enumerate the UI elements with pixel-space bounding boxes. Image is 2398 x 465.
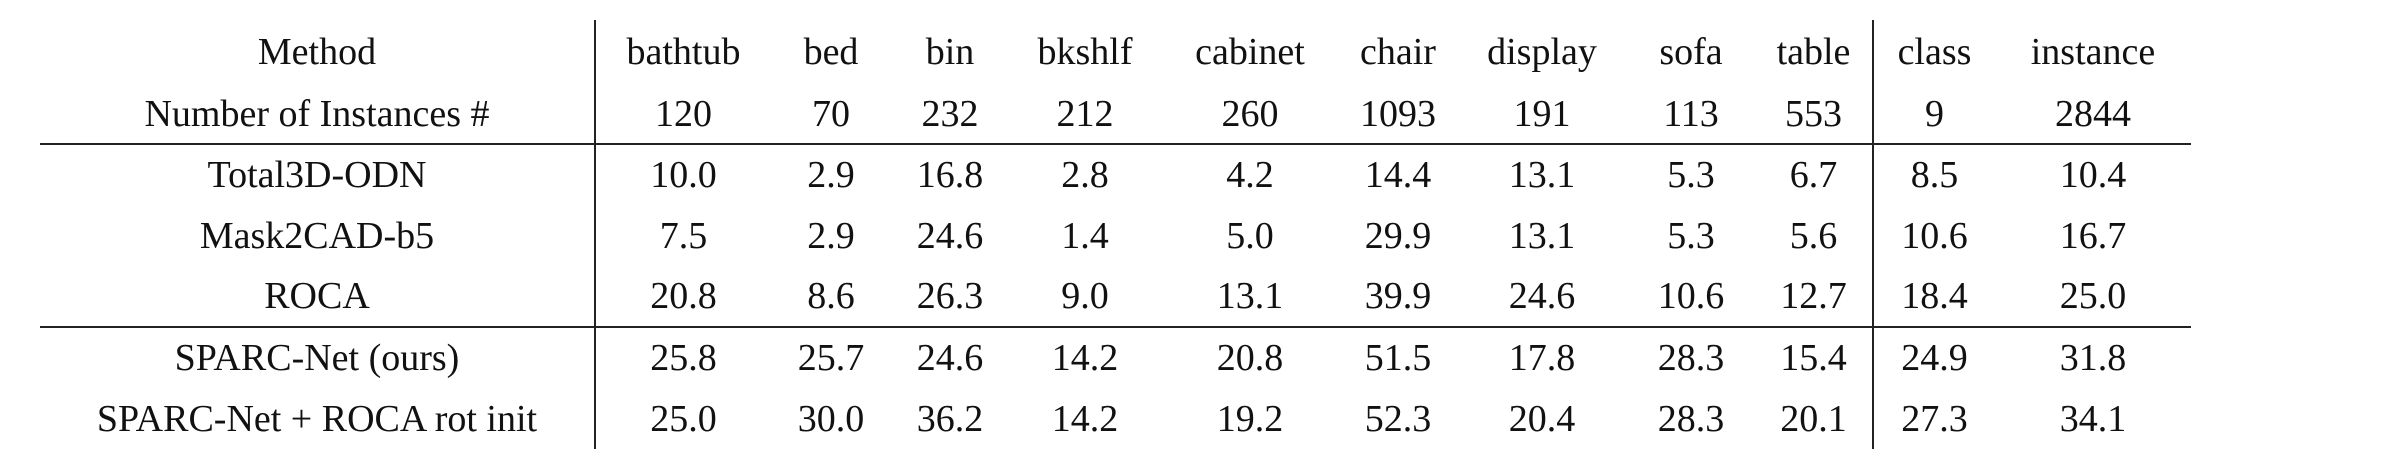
value-cell: 12.7 [1780,275,1847,317]
value-cell: 15.4 [1755,326,1873,388]
value-cell: 4.2 [1161,143,1339,205]
value-cell: 39.9 [1364,275,1432,317]
value-cell: 8.6 [807,275,855,317]
value-cell: 29.9 [1364,214,1432,257]
header-bin: bin [925,31,975,73]
value-cell: 13.1 [1457,143,1627,205]
header-bed: bed [803,31,859,73]
count-cell: 120 [655,92,712,135]
value-cell: 10.0 [595,143,771,205]
value-cell-best: 30.0 [797,397,865,440]
table-row: SPARC-Net + ROCA rot init 25.0 30.0 36.2… [40,388,2191,449]
value-cell-best: 34.1 [2059,397,2127,440]
header-cabinet: cabinet [1195,31,1305,73]
value-cell: 1.4 [1061,214,1109,257]
value-cell-best: 14.2 [1051,397,1119,440]
method-cell: Mask2CAD-b5 [40,205,596,266]
value-cell: 6.7 [1755,143,1873,205]
value-cell: 51.5 [1339,326,1457,388]
header-class: class [1872,20,1995,84]
value-cell: 26.3 [916,275,984,317]
value-cell: 10.6 [1657,275,1725,317]
method-cell: ROCA [40,266,596,327]
value-cell: 5.0 [1226,214,1274,257]
value-cell-best: 27.3 [1872,388,1995,449]
value-cell-best: 52.3 [1364,397,1432,440]
count-cell: 553 [1785,92,1842,135]
value-cell: 20.4 [1508,397,1576,440]
value-cell: 18.4 [1872,266,1995,327]
value-cell: 10.6 [1872,205,1995,266]
value-cell-best: 24.6 [1508,275,1576,317]
count-row: Number of Instances # 120 70 232 212 260… [40,84,2191,144]
header-sofa: sofa [1659,31,1723,73]
value-cell: 9.0 [1061,275,1109,317]
table-row: ROCA 20.8 8.6 26.3 9.0 13.1 39.9 24.6 10… [40,266,2191,327]
value-cell: 17.8 [1457,326,1627,388]
table-row: Mask2CAD-b5 7.5 2.9 24.6 1.4 5.0 29.9 13… [40,205,2191,266]
value-cell: 8.5 [1872,143,1995,205]
value-cell-best: 36.2 [916,397,984,440]
count-cell: 70 [812,92,850,135]
count-cell: 212 [1056,92,1114,135]
count-cell: 191 [1513,92,1571,135]
value-cell: 25.0 [650,397,717,440]
value-cell: 25.0 [2059,275,2127,317]
value-cell: 14.4 [1339,143,1457,205]
value-cell: 24.6 [916,214,984,257]
header-display: display [1487,31,1597,73]
header-instance: instance [2030,31,2156,73]
method-cell: SPARC-Net + ROCA rot init [40,388,596,449]
value-cell: 13.1 [1216,275,1284,317]
count-cell: 1093 [1360,92,1436,135]
count-label: Number of Instances # [40,84,596,144]
value-cell: 24.6 [891,326,1009,388]
method-cell: SPARC-Net (ours) [40,326,596,388]
header-bkshlf: bkshlf [1037,31,1133,73]
value-cell: 24.9 [1872,326,1995,388]
value-cell-best: 28.3 [1627,326,1755,388]
value-cell: 16.7 [2059,214,2127,257]
value-cell: 5.3 [1667,214,1715,257]
value-cell: 13.1 [1508,214,1576,257]
value-cell: 10.4 [1995,143,2191,205]
value-cell: 5.6 [1789,214,1838,257]
table-row: SPARC-Net (ours) 25.8 25.7 24.6 14.2 20.… [40,326,2191,388]
header-method: Method [40,20,596,84]
results-table: Method bathtub bed bin bkshlf cabinet ch… [40,20,2191,449]
value-cell-best: 28.3 [1657,397,1725,440]
value-cell: 5.3 [1627,143,1755,205]
count-cell: 9 [1872,84,1995,144]
header-row: Method bathtub bed bin bkshlf cabinet ch… [40,20,2191,84]
header-bathtub: bathtub [626,31,741,73]
count-cell: 113 [1663,92,1719,135]
header-chair: chair [1360,31,1436,73]
count-cell: 260 [1221,92,1279,135]
method-cell: Total3D-ODN [40,143,596,205]
value-cell: 16.8 [891,143,1009,205]
value-cell-best: 20.8 [1161,326,1339,388]
count-cell: 232 [921,92,979,135]
value-cell: 31.8 [1995,326,2191,388]
count-cell: 2844 [2055,92,2131,135]
value-cell: 2.8 [1009,143,1161,205]
value-cell-best: 14.2 [1009,326,1161,388]
value-cell: 7.5 [659,214,708,257]
header-table: table [1776,31,1851,73]
table-row: Total3D-ODN 10.0 2.9 16.8 2.8 4.2 14.4 1… [40,143,2191,205]
value-cell: 2.9 [807,214,855,257]
value-cell: 2.9 [771,143,891,205]
value-cell: 20.8 [650,275,717,317]
value-cell-best: 25.8 [595,326,771,388]
value-cell: 19.2 [1216,397,1284,440]
value-cell-best: 20.1 [1780,397,1847,440]
value-cell: 25.7 [771,326,891,388]
